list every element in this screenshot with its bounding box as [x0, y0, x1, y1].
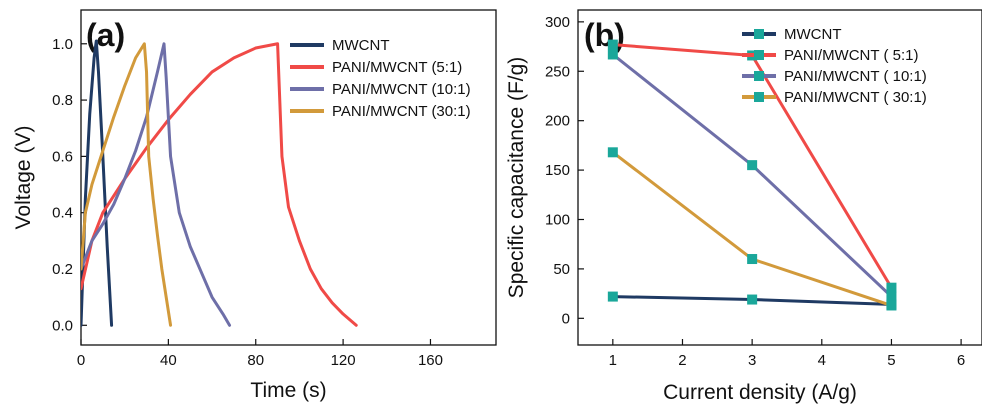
y-tick-label: 50 — [553, 261, 570, 278]
x-tick-label: 6 — [957, 352, 965, 369]
legend-label: PANI/MWCNT ( 10:1) — [784, 68, 927, 85]
y-tick-label: 250 — [545, 63, 570, 80]
data-point — [607, 39, 618, 50]
data-point — [886, 291, 897, 302]
y-tick-label: 200 — [545, 113, 570, 130]
legend-marker — [754, 50, 764, 60]
x-tick-label: 5 — [887, 352, 895, 369]
x-tick-label: 2 — [678, 352, 686, 369]
x-tick-label: 80 — [247, 352, 264, 369]
data-point — [747, 294, 758, 305]
data-point — [747, 160, 758, 171]
series-line — [81, 42, 173, 327]
y-tick-label: 150 — [545, 162, 570, 179]
x-tick-label: 0 — [77, 352, 85, 369]
y-axis-title: Voltage (V) — [12, 126, 35, 230]
y-tick-label: 0.4 — [52, 205, 73, 222]
legend-label: PANI/MWCNT (10:1) — [332, 81, 471, 98]
data-point — [607, 147, 618, 158]
y-tick-label: 0.6 — [52, 148, 73, 165]
y-axis-title: Specific capacitance (F/g) — [505, 57, 528, 299]
y-tick-label: 100 — [545, 211, 570, 228]
legend-label: PANI/MWCNT (30:1) — [332, 103, 471, 120]
legend-label: MWCNT — [332, 37, 389, 54]
x-tick-label: 160 — [418, 352, 443, 369]
panel-label: (a) — [86, 17, 125, 53]
legend-marker — [754, 92, 764, 102]
x-axis-title: Current density (A/g) — [663, 381, 857, 404]
y-tick-label: 0.8 — [52, 92, 73, 109]
x-tick-label: 120 — [331, 352, 356, 369]
legend-label: MWCNT — [784, 26, 841, 43]
plot-frame — [577, 9, 982, 346]
x-tick-label: 4 — [818, 352, 826, 369]
x-axis-title: Time (s) — [250, 379, 326, 402]
legend-marker — [754, 71, 764, 81]
data-point — [607, 49, 618, 60]
legend-label: PANI/MWCNT (5:1) — [332, 59, 462, 76]
data-point — [747, 254, 758, 265]
y-tick-label: 1.0 — [52, 36, 73, 53]
data-point — [886, 300, 897, 311]
y-tick-label: 0.0 — [52, 317, 73, 334]
chart-panel-a: 0 40 80 120 160 0.0 0.2 0.4 0.6 0.8 1.0 Time (s) Vol… — [12, 9, 497, 402]
x-tick-label: 3 — [748, 352, 756, 369]
data-point — [886, 282, 897, 293]
data-point — [607, 291, 618, 302]
chart-panel-b: 1 2 3 4 5 6 0 50 100 150 200 250 300 Current density … — [505, 9, 982, 404]
y-tick-label: 0.2 — [52, 261, 73, 278]
series-line — [611, 150, 893, 307]
plot-frame — [80, 9, 497, 346]
series-line — [81, 42, 232, 327]
legend-label: PANI/MWCNT ( 30:1) — [784, 89, 927, 106]
series-line — [81, 42, 358, 327]
series-line — [81, 39, 114, 327]
legend-marker — [754, 29, 764, 39]
panel-label: (b) — [584, 17, 625, 53]
x-tick-label: 40 — [160, 352, 177, 369]
y-tick-label: 300 — [545, 14, 570, 31]
y-tick-label: 0 — [562, 310, 570, 327]
x-tick-label: 1 — [609, 352, 617, 369]
legend-label: PANI/MWCNT ( 5:1) — [784, 47, 918, 64]
